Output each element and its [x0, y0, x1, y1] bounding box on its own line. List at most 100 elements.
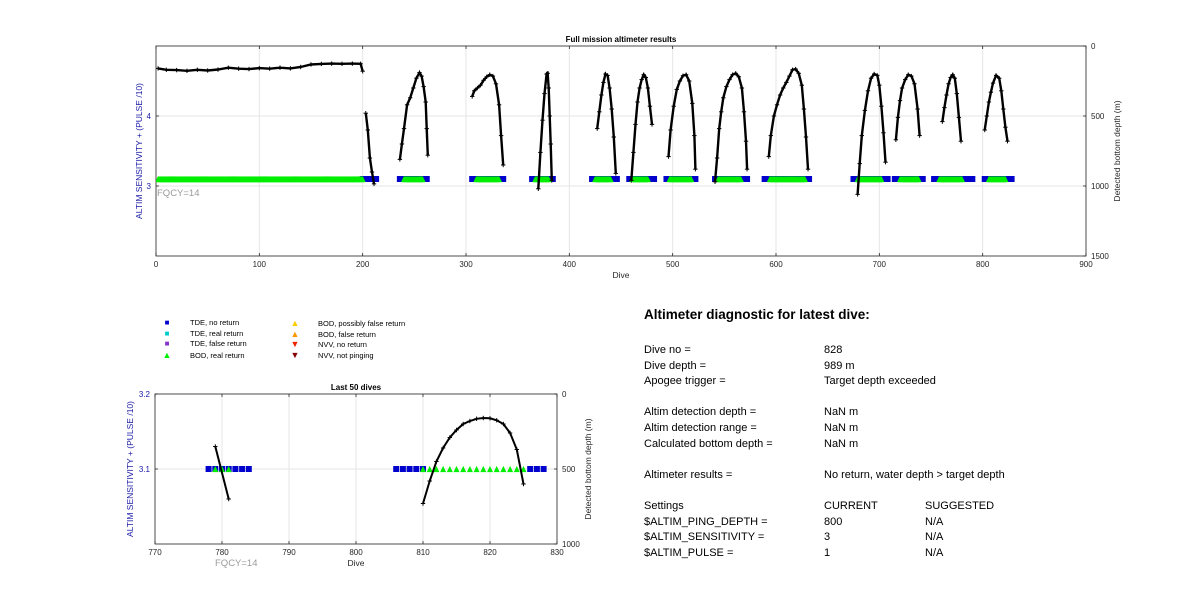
tde-no-return-marker [806, 176, 813, 182]
detection-depth-value: NaN m [824, 406, 859, 419]
pulse-suggested: N/A [925, 546, 944, 559]
x-tick-label: 800 [976, 260, 990, 269]
darkred-triangle-down-icon: ▼ [290, 349, 300, 360]
legend-item-bod-false-return: ▲ BOD, false return [288, 329, 376, 339]
x-tick-label: 200 [356, 260, 370, 269]
bod-real-return-marker [433, 465, 440, 473]
bod-real-return-marker [801, 175, 808, 183]
x-tick-label: 600 [769, 260, 783, 269]
x-tick-label: 500 [666, 260, 680, 269]
bod-real-return-marker [212, 465, 219, 473]
sensitivity-current: 3 [824, 531, 831, 544]
legend-label: TDE, no return [190, 318, 240, 327]
bod-real-return-marker [440, 465, 447, 473]
bod-real-return-marker [959, 175, 965, 183]
y-right-tick-label: 500 [562, 465, 576, 474]
tde-no-return-marker [205, 466, 212, 472]
x-tick-label: 100 [253, 260, 267, 269]
suggested-header: SUGGESTED [925, 499, 995, 512]
bod-real-return-marker [1002, 175, 1009, 183]
x-tick-label: 770 [148, 548, 162, 557]
legend-label: BOD, false return [318, 329, 376, 339]
x-axis-label: Dive [347, 558, 364, 568]
y-left-tick-label: 4 [147, 112, 152, 121]
tde-no-return-marker [399, 466, 406, 472]
tde-no-return-marker [1008, 176, 1015, 182]
sensitivity-label: $ALTIM_SENSITIVITY = [644, 531, 765, 544]
y-right-tick-label: 0 [1091, 42, 1096, 51]
ping-depth-suggested: N/A [925, 515, 944, 528]
tde-no-return-marker [527, 466, 534, 472]
x-axis-label: Dive [612, 270, 629, 280]
bod-real-return-marker [878, 175, 885, 183]
calc-depth-value: NaN m [824, 437, 859, 450]
pulse-row: $ALTIM_PULSE = 1 N/A [644, 546, 1184, 562]
legend-item-tde-no-return: ■ TDE, no return [160, 318, 240, 328]
bod-real-return-marker [513, 465, 520, 473]
x-tick-label: 830 [550, 548, 564, 557]
tde-no-return-marker [232, 466, 239, 472]
pulse-label: $ALTIM_PULSE = [644, 546, 734, 559]
legend-item-nvv-no-return: ▼ NVV, no return [288, 339, 367, 349]
fqcy-annotation: FQCY=14 [157, 188, 200, 199]
legend-label: NVV, no return [318, 340, 367, 349]
blue-square-icon: ■ [164, 318, 170, 327]
results-label: Altimeter results = [644, 468, 733, 481]
bod-real-return-marker [496, 175, 503, 183]
bod-real-return-marker [446, 465, 453, 473]
altimeter-diagnostic-panel: Altimeter diagnostic for latest dive: Di… [644, 306, 1184, 561]
dive-no-label: Dive no = [644, 344, 691, 356]
sensitivity-suggested: N/A [925, 531, 944, 544]
tde-no-return-marker [744, 176, 751, 182]
y-right-axis-label: Detected bottom depth (m) [1112, 100, 1122, 201]
diagnostic-title: Altimeter diagnostic for latest dive: [644, 307, 870, 322]
y-left-tick-label: 3.2 [139, 390, 151, 399]
red-triangle-down-icon: ▼ [290, 339, 300, 349]
dive-depth-value: 989 m [824, 359, 855, 372]
calc-depth-row: Calculated bottom depth = NaN m [644, 437, 1184, 453]
y-right-tick-label: 1000 [1091, 182, 1109, 191]
legend-label: NVV, not pinging [318, 350, 374, 360]
results-row: Altimeter results = No return, water dept… [644, 468, 1184, 484]
x-tick-label: 780 [215, 548, 229, 557]
y-left-axis-label: ALTIM SENSITIVITY + (PULSE /10) [134, 83, 144, 219]
tde-no-return-marker [692, 176, 699, 182]
ping-depth-row: $ALTIM_PING_DEPTH = 800 N/A [644, 515, 1184, 531]
y-right-tick-label: 0 [562, 390, 567, 399]
calc-depth-label: Calculated bottom depth = [644, 437, 773, 450]
ping-depth-label: $ALTIM_PING_DEPTH = [644, 515, 768, 528]
bottom-depth-line [596, 72, 617, 174]
green-triangle-icon: ▲ [162, 349, 172, 360]
settings-header-row: Settings CURRENT SUGGESTED [644, 499, 1184, 515]
sensitivity-row: $ALTIM_SENSITIVITY = 3 N/A [644, 530, 1184, 546]
cyan-square-icon: ■ [164, 328, 170, 338]
bottom-depth-line [894, 73, 921, 140]
bod-real-return-marker [473, 465, 480, 473]
apogee-row: Apogee trigger = Target depth exceeded [644, 374, 1184, 390]
bottom-depth-line [157, 62, 364, 73]
x-tick-label: 0 [154, 260, 159, 269]
detection-range-row: Altim detection range = NaN m [644, 421, 1184, 437]
tde-no-return-marker [969, 176, 976, 182]
detection-range-label: Altim detection range = [644, 421, 757, 434]
bod-real-return-marker [493, 465, 500, 473]
legend-item-tde-false-return: ■ TDE, false return [160, 339, 247, 349]
x-tick-label: 700 [873, 260, 887, 269]
apogee-value: Target depth exceeded [824, 375, 936, 388]
bod-real-return-marker [453, 465, 460, 473]
x-tick-label: 820 [483, 548, 497, 557]
y-right-axis-label: Detected bottom depth (m) [583, 418, 593, 519]
x-tick-label: 300 [459, 260, 473, 269]
bod-real-return-marker [915, 175, 922, 183]
legend-item-nvv-not-pinging: ▼ NVV, not pinging [288, 350, 374, 360]
bod-real-return-marker [359, 175, 366, 183]
tde-no-return-marker [239, 466, 246, 472]
tde-no-return-marker [245, 466, 252, 472]
tde-no-return-marker [533, 466, 540, 472]
bod-real-return-marker [426, 465, 433, 473]
pulse-current: 1 [824, 546, 831, 559]
bod-real-return-marker [607, 175, 614, 183]
current-header: CURRENT [824, 499, 878, 512]
chart-title: Full mission altimeter results [566, 35, 677, 44]
